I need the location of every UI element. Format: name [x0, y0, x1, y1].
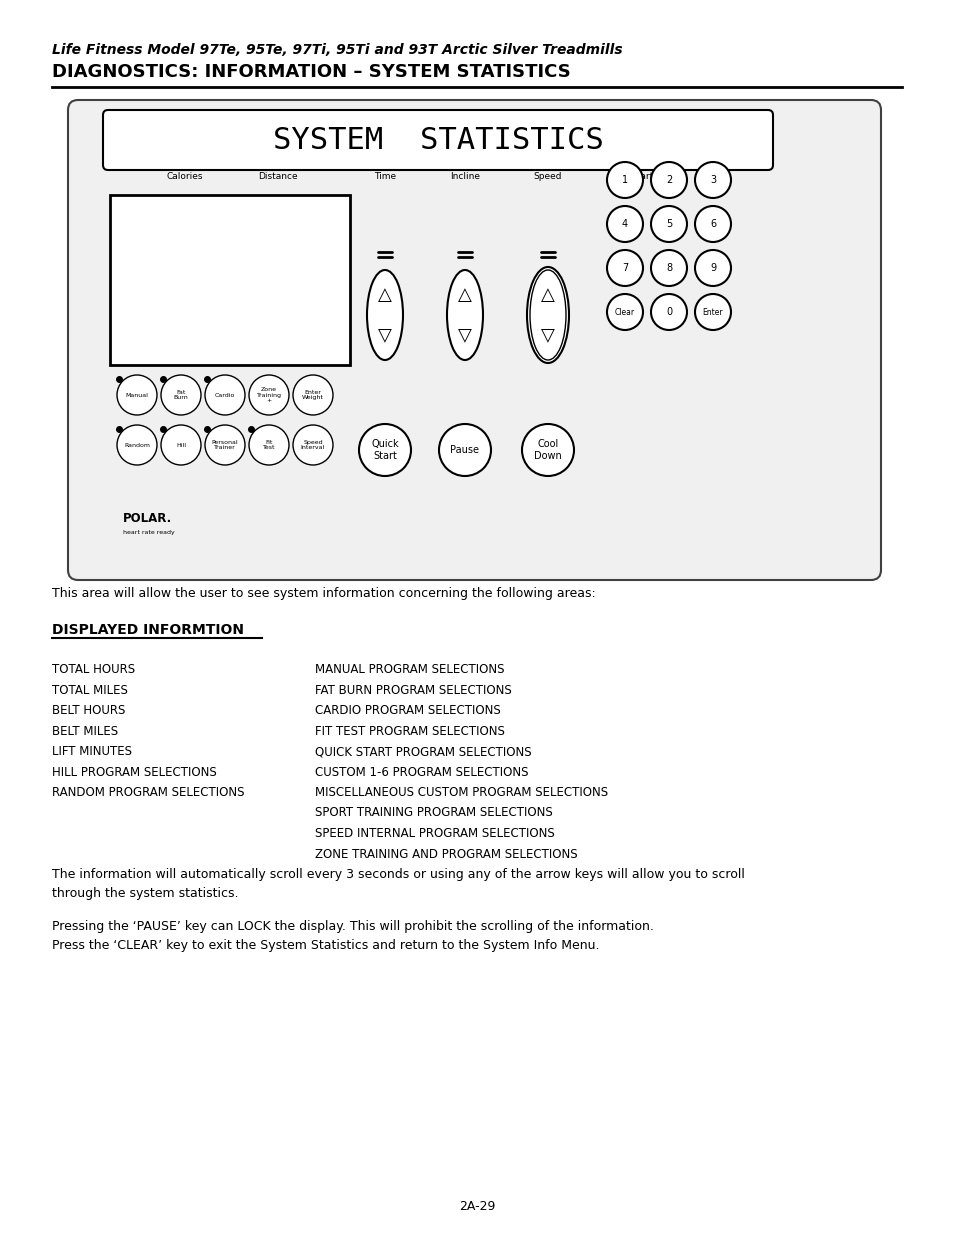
Text: DIAGNOSTICS: INFORMATION – SYSTEM STATISTICS: DIAGNOSTICS: INFORMATION – SYSTEM STATIS…: [52, 63, 570, 82]
Circle shape: [117, 425, 157, 466]
Text: Heart Rate: Heart Rate: [627, 172, 676, 182]
Text: Cool
Down: Cool Down: [534, 440, 561, 461]
Text: heart rate ready: heart rate ready: [123, 530, 174, 535]
Ellipse shape: [530, 270, 565, 359]
Text: Life Fitness Model 97Te, 95Te, 97Ti, 95Ti and 93T Arctic Silver Treadmills: Life Fitness Model 97Te, 95Te, 97Ti, 95T…: [52, 43, 622, 57]
Circle shape: [205, 375, 245, 415]
Text: The information will automatically scroll every 3 seconds or using any of the ar: The information will automatically scrol…: [52, 868, 744, 900]
Circle shape: [438, 424, 491, 475]
Text: TOTAL MILES: TOTAL MILES: [52, 683, 128, 697]
Text: DISPLAYED INFORMTION: DISPLAYED INFORMTION: [52, 622, 244, 637]
Circle shape: [606, 206, 642, 242]
Text: 6: 6: [709, 219, 716, 228]
Text: 2: 2: [665, 175, 672, 185]
Text: Quick
Start: Quick Start: [371, 440, 398, 461]
Text: Incline: Incline: [450, 172, 479, 182]
Circle shape: [606, 294, 642, 330]
Text: 3: 3: [709, 175, 716, 185]
Text: SPORT TRAINING PROGRAM SELECTIONS: SPORT TRAINING PROGRAM SELECTIONS: [314, 806, 552, 820]
Text: Random: Random: [124, 442, 150, 447]
Text: Enter
Weight: Enter Weight: [302, 389, 324, 400]
Text: BELT MILES: BELT MILES: [52, 725, 118, 737]
Text: LIFT MINUTES: LIFT MINUTES: [52, 745, 132, 758]
Text: MISCELLANEOUS CUSTOM PROGRAM SELECTIONS: MISCELLANEOUS CUSTOM PROGRAM SELECTIONS: [314, 785, 607, 799]
Text: Speed
Interval: Speed Interval: [300, 440, 325, 451]
Text: Hill: Hill: [175, 442, 186, 447]
Text: 9: 9: [709, 263, 716, 273]
Text: FIT TEST PROGRAM SELECTIONS: FIT TEST PROGRAM SELECTIONS: [314, 725, 504, 737]
Circle shape: [117, 375, 157, 415]
Text: Cardio: Cardio: [214, 393, 235, 398]
Text: CUSTOM 1-6 PROGRAM SELECTIONS: CUSTOM 1-6 PROGRAM SELECTIONS: [314, 766, 528, 778]
Text: TOTAL HOURS: TOTAL HOURS: [52, 663, 135, 676]
Text: SYSTEM  STATISTICS: SYSTEM STATISTICS: [273, 126, 602, 154]
Text: Pressing the ‘PAUSE’ key can LOCK the display. This will prohibit the scrolling : Pressing the ‘PAUSE’ key can LOCK the di…: [52, 920, 653, 952]
Text: MANUAL PROGRAM SELECTIONS: MANUAL PROGRAM SELECTIONS: [314, 663, 504, 676]
Text: Pause: Pause: [450, 445, 479, 454]
Circle shape: [521, 424, 574, 475]
Text: Fit
Test: Fit Test: [262, 440, 275, 451]
Circle shape: [650, 294, 686, 330]
Circle shape: [695, 162, 730, 198]
Circle shape: [606, 162, 642, 198]
Text: △: △: [540, 287, 555, 304]
Circle shape: [650, 249, 686, 287]
Circle shape: [161, 375, 201, 415]
Text: ▽: ▽: [540, 326, 555, 343]
Circle shape: [293, 425, 333, 466]
Text: 7: 7: [621, 263, 627, 273]
Ellipse shape: [526, 267, 568, 363]
Circle shape: [249, 425, 289, 466]
Text: HILL PROGRAM SELECTIONS: HILL PROGRAM SELECTIONS: [52, 766, 216, 778]
Text: 1: 1: [621, 175, 627, 185]
Text: Clear: Clear: [615, 308, 635, 316]
Ellipse shape: [367, 270, 402, 359]
Text: Distance: Distance: [258, 172, 297, 182]
Circle shape: [293, 375, 333, 415]
Circle shape: [650, 162, 686, 198]
Text: Personal
Trainer: Personal Trainer: [212, 440, 238, 451]
Bar: [110, 195, 350, 366]
Text: FAT BURN PROGRAM SELECTIONS: FAT BURN PROGRAM SELECTIONS: [314, 683, 511, 697]
Text: △: △: [457, 287, 472, 304]
Text: ▽: ▽: [377, 326, 392, 343]
Text: Enter: Enter: [702, 308, 722, 316]
Text: RANDOM PROGRAM SELECTIONS: RANDOM PROGRAM SELECTIONS: [52, 785, 244, 799]
Text: Manual: Manual: [126, 393, 149, 398]
Text: QUICK START PROGRAM SELECTIONS: QUICK START PROGRAM SELECTIONS: [314, 745, 531, 758]
Circle shape: [205, 425, 245, 466]
Text: POLAR.: POLAR.: [123, 513, 172, 525]
Text: CARDIO PROGRAM SELECTIONS: CARDIO PROGRAM SELECTIONS: [314, 704, 500, 718]
Circle shape: [161, 425, 201, 466]
Circle shape: [695, 294, 730, 330]
Text: △: △: [377, 287, 392, 304]
Text: Time: Time: [374, 172, 395, 182]
Text: 2A-29: 2A-29: [458, 1200, 495, 1213]
Circle shape: [358, 424, 411, 475]
Circle shape: [695, 206, 730, 242]
Circle shape: [695, 249, 730, 287]
Text: Zone
Training
+: Zone Training +: [256, 387, 281, 404]
Text: Calories: Calories: [167, 172, 203, 182]
Text: Fat
Burn: Fat Burn: [173, 389, 188, 400]
Text: 8: 8: [665, 263, 671, 273]
Circle shape: [249, 375, 289, 415]
Text: ZONE TRAINING AND PROGRAM SELECTIONS: ZONE TRAINING AND PROGRAM SELECTIONS: [314, 847, 577, 861]
Circle shape: [606, 249, 642, 287]
Text: BELT HOURS: BELT HOURS: [52, 704, 125, 718]
FancyBboxPatch shape: [103, 110, 772, 170]
Text: This area will allow the user to see system information concerning the following: This area will allow the user to see sys…: [52, 587, 595, 600]
Text: 4: 4: [621, 219, 627, 228]
Text: 0: 0: [665, 308, 671, 317]
Circle shape: [650, 206, 686, 242]
FancyBboxPatch shape: [68, 100, 880, 580]
Text: Speed: Speed: [533, 172, 561, 182]
Text: SPEED INTERNAL PROGRAM SELECTIONS: SPEED INTERNAL PROGRAM SELECTIONS: [314, 827, 554, 840]
Text: ▽: ▽: [457, 326, 472, 343]
Text: 5: 5: [665, 219, 672, 228]
Ellipse shape: [447, 270, 482, 359]
